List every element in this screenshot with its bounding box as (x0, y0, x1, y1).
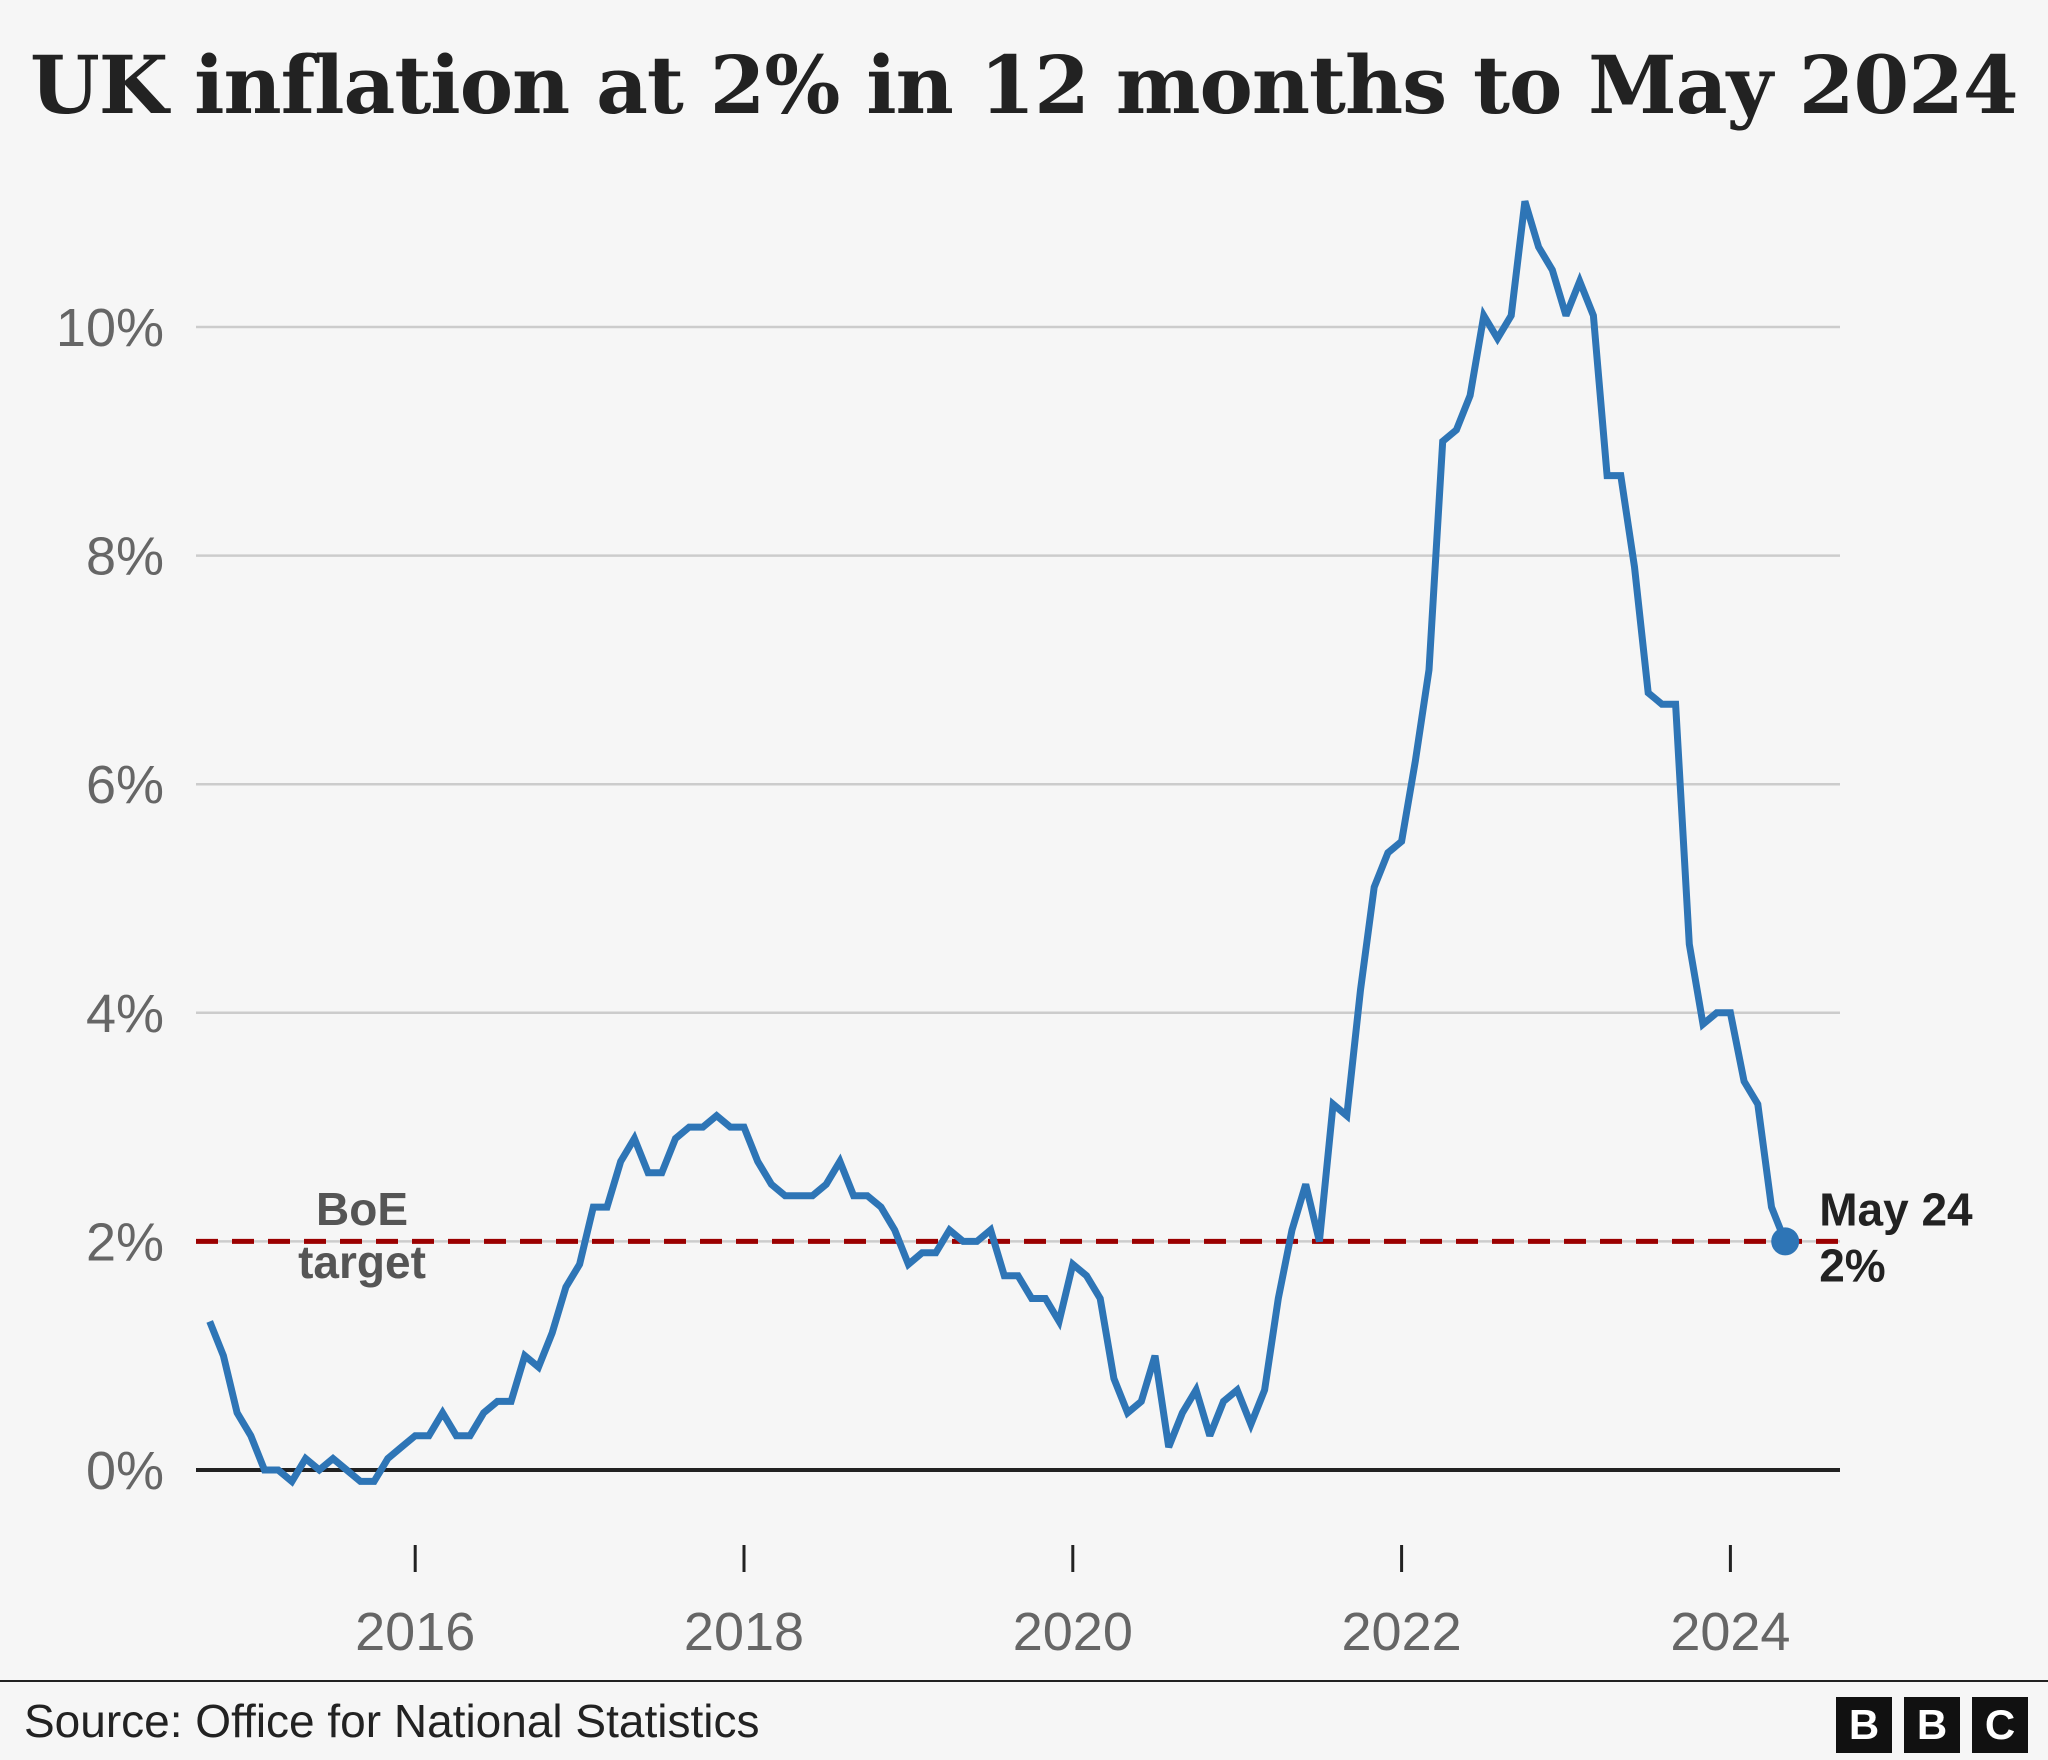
y-tick-label: 0% (86, 1441, 164, 1501)
end-point-value-label: 2% (1819, 1239, 1885, 1291)
logo-letter: C (1972, 1697, 2028, 1753)
x-tick-label: 2024 (1670, 1602, 1790, 1662)
x-tick-label: 2022 (1342, 1602, 1462, 1662)
inflation-series-line (206, 200, 1789, 1487)
x-tick-label: 2016 (355, 1602, 475, 1662)
y-tick-label: 2% (86, 1212, 164, 1272)
series-group (206, 200, 1800, 1487)
y-axis-ticks: 0% 2% 4% 6% 8% 10% (56, 298, 164, 1501)
chart-plot: 0% 2% 4% 6% 8% 10% 2016 2018 2020 2022 2024 BoE t… (56, 200, 1973, 1662)
y-tick-label: 6% (86, 755, 164, 815)
bbc-logo: B B C (1836, 1697, 2028, 1753)
y-tick-label: 4% (86, 984, 164, 1044)
y-tick-label: 10% (56, 298, 164, 358)
gridlines (196, 325, 1840, 1472)
latest-data-point (1771, 1227, 1800, 1256)
target-label-second-line: target (298, 1236, 426, 1288)
end-point-date-label: May 24 (1819, 1183, 1973, 1235)
target-label: BoE (316, 1183, 408, 1235)
x-axis-ticks: 2016 2018 2020 2022 2024 (355, 1545, 1790, 1662)
x-tick-label: 2020 (1013, 1602, 1133, 1662)
logo-letter: B (1836, 1697, 1892, 1753)
y-tick-label: 8% (86, 527, 164, 587)
chart-title: UK inflation at 2% in 12 months to May 2… (30, 38, 2019, 132)
x-tick-label: 2018 (684, 1602, 804, 1662)
source-note: Source: Office for National Statistics (24, 1695, 760, 1747)
footer-divider (0, 1680, 2048, 1682)
logo-letter: B (1904, 1697, 1960, 1753)
